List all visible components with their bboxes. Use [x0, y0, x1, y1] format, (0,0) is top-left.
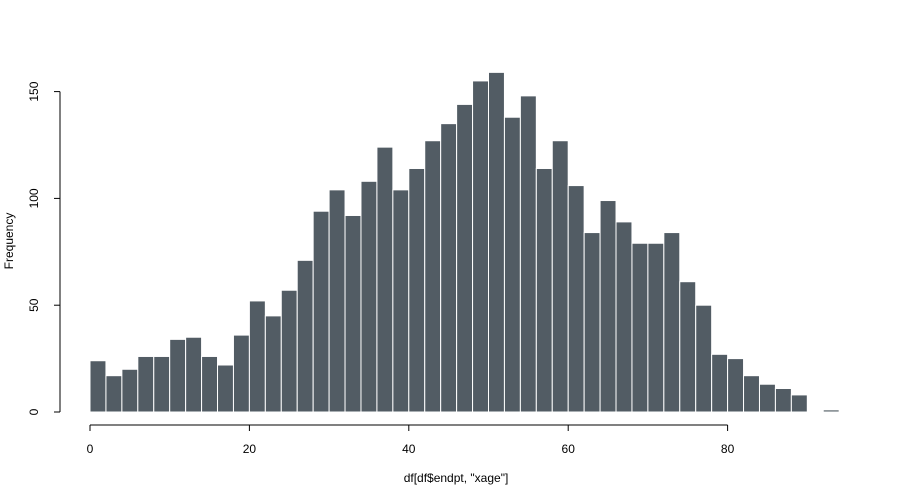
- x-axis: 0 20 40 60 80: [87, 424, 735, 456]
- histogram-bar: [440, 123, 458, 413]
- histogram-bar: [774, 388, 792, 413]
- y-axis: 0 50 100 150: [27, 81, 61, 415]
- histogram-bar: [376, 146, 394, 413]
- histogram-bar: [790, 394, 808, 413]
- histogram-bar: [408, 167, 426, 413]
- histogram-bar: [503, 116, 521, 413]
- histogram-bar: [583, 232, 601, 413]
- y-tick-label: 0: [27, 408, 41, 415]
- x-tick-label: 80: [721, 442, 735, 456]
- histogram-bar: [663, 232, 681, 413]
- x-axis-title: df[df$endpt, "xage"]: [404, 471, 509, 485]
- x-tick-label: 20: [243, 442, 257, 456]
- histogram-bar: [647, 242, 665, 413]
- histogram-bar: [727, 358, 745, 413]
- histogram-bar: [615, 221, 633, 413]
- histogram-bar: [312, 210, 330, 413]
- histogram-bar: [328, 189, 346, 413]
- histogram-bar: [296, 259, 314, 413]
- histogram-bar: [201, 355, 219, 413]
- histogram-bar: [822, 409, 840, 413]
- histogram-bar: [743, 375, 760, 413]
- histogram-bar: [679, 281, 697, 413]
- histogram-bar: [105, 375, 123, 413]
- histogram-bar: [631, 242, 649, 413]
- histogram-bar: [488, 71, 505, 413]
- histogram-bar: [360, 180, 378, 413]
- histogram-bar: [695, 304, 713, 413]
- histogram-bar: [567, 185, 585, 413]
- y-tick-label: 100: [27, 188, 41, 208]
- y-axis-title: Frequency: [2, 213, 16, 270]
- histogram-bar: [280, 289, 298, 413]
- bars-group: [89, 71, 840, 413]
- histogram-bar: [392, 189, 410, 413]
- histogram-bar: [519, 95, 537, 413]
- y-tick-label: 50: [27, 298, 41, 312]
- histogram-bar: [232, 334, 250, 413]
- x-tick-label: 0: [87, 442, 94, 456]
- histogram-bar: [185, 336, 203, 413]
- x-tick-label: 60: [562, 442, 576, 456]
- histogram-bar: [758, 383, 776, 413]
- histogram-bar: [248, 300, 266, 413]
- x-tick-label: 40: [402, 442, 416, 456]
- histogram-bar: [217, 364, 234, 413]
- histogram-bar: [153, 355, 171, 413]
- histogram-bar: [169, 338, 187, 413]
- histogram-bar: [711, 353, 729, 413]
- histogram-bar: [89, 360, 107, 413]
- histogram-bar: [472, 80, 489, 413]
- histogram-bar: [137, 355, 155, 413]
- histogram-bar: [599, 200, 617, 413]
- y-tick-label: 150: [27, 81, 41, 101]
- histogram-bar: [551, 140, 569, 413]
- histogram-bar: [121, 368, 139, 413]
- histogram-bar: [424, 140, 442, 413]
- histogram-bar: [264, 315, 282, 413]
- histogram-bar: [535, 167, 553, 413]
- histogram-bar: [344, 214, 362, 413]
- histogram-bar: [456, 103, 474, 413]
